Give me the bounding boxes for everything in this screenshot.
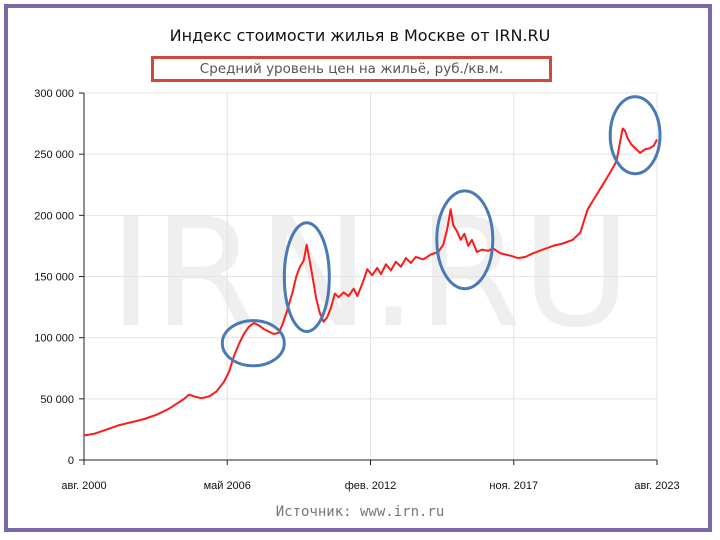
chart-title: Индекс стоимости жилья в Москве от IRN.R… bbox=[169, 26, 551, 45]
y-tick-label: 0 bbox=[68, 455, 74, 467]
annotation-layer bbox=[220, 95, 662, 368]
x-tick-label: авг. 2000 bbox=[61, 480, 106, 492]
chart-subtitle: Средний уровень цен на жильё, руб./кв.м. bbox=[151, 56, 552, 82]
chart-source: Источник: www.irn.ru bbox=[275, 504, 445, 520]
chart-frame bbox=[4, 4, 712, 532]
highlight-ellipse bbox=[608, 95, 662, 176]
y-tick-label: 100 000 bbox=[34, 333, 74, 345]
highlight-ellipse bbox=[220, 319, 286, 368]
y-tick-label: 150 000 bbox=[34, 272, 74, 284]
highlight-ellipse bbox=[435, 189, 495, 291]
grid-layer bbox=[83, 92, 658, 461]
x-tick-label: фев. 2012 bbox=[345, 480, 397, 492]
axes-layer: 0 50 000 100 000 150 000 200 000 250 000 300 0… bbox=[34, 88, 679, 492]
highlight-ellipse bbox=[282, 221, 331, 334]
x-tick-label: ноя. 2017 bbox=[489, 480, 538, 492]
x-tick-label: авг. 2023 bbox=[634, 480, 679, 492]
x-tick-label: май 2006 bbox=[204, 480, 251, 492]
y-tick-label: 50 000 bbox=[40, 394, 74, 406]
chart-subtitle-text: Средний уровень цен на жильё, руб./кв.м. bbox=[199, 61, 504, 77]
y-tick-label: 300 000 bbox=[34, 88, 74, 100]
y-tick-label: 250 000 bbox=[34, 149, 74, 161]
y-tick-label: 200 000 bbox=[34, 210, 74, 222]
